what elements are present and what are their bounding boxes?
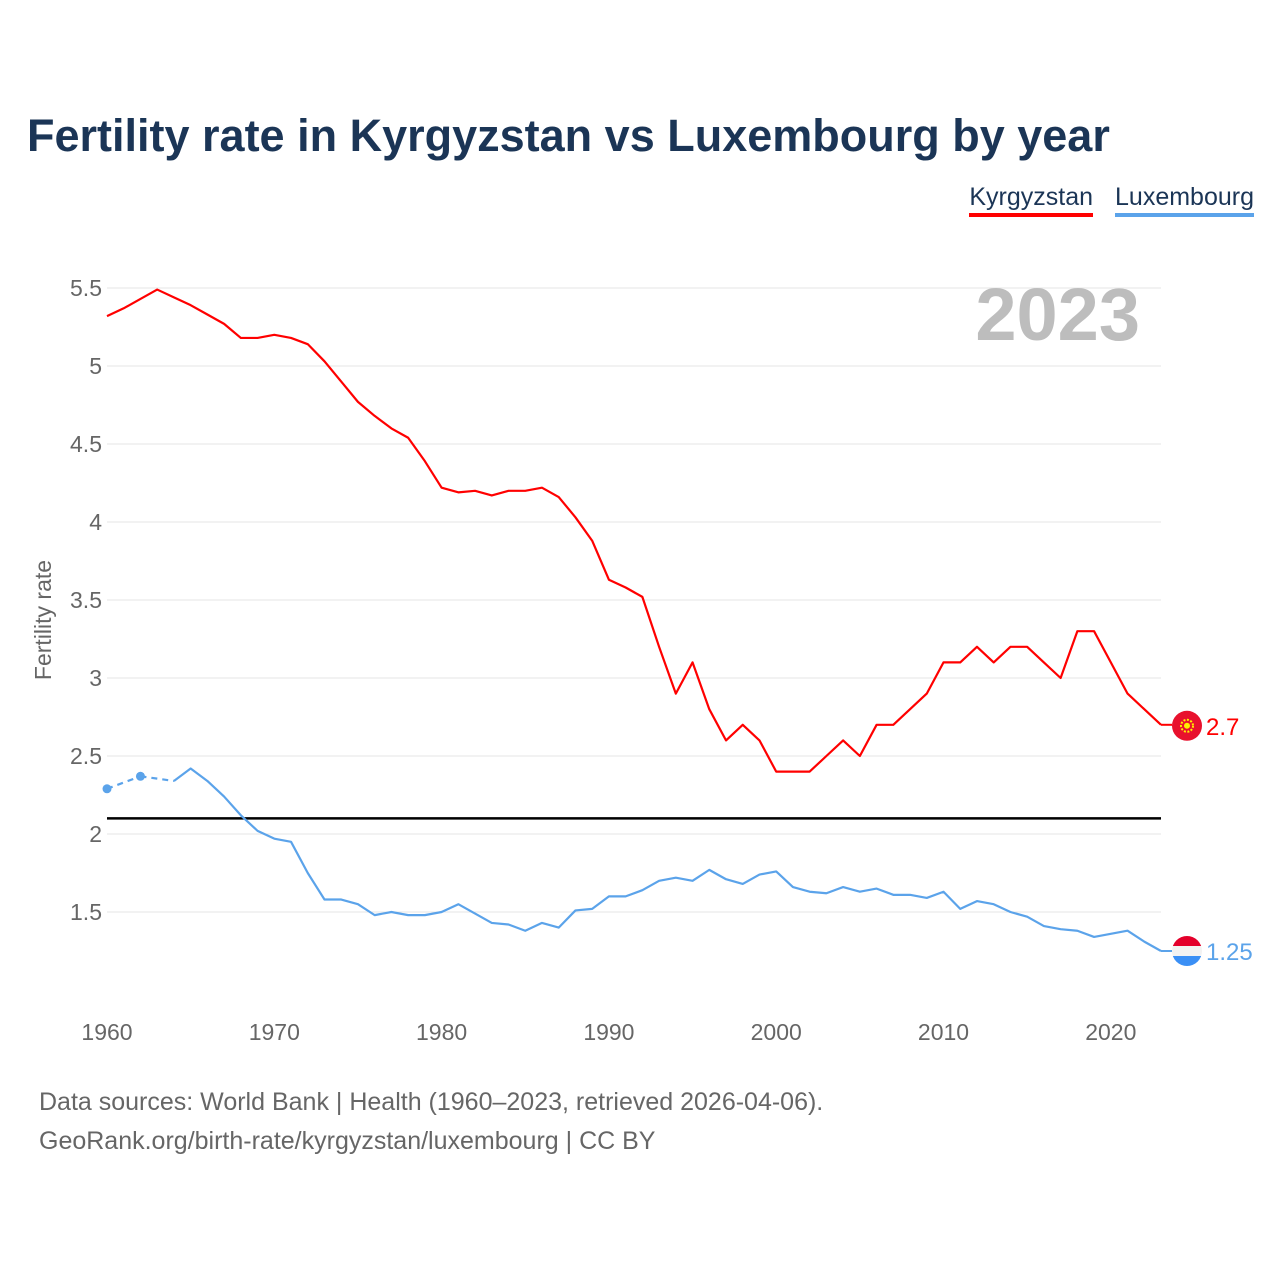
- y-tick-label: 5.5: [70, 275, 102, 301]
- y-tick-label: 4: [89, 509, 102, 535]
- x-tick-label: 2010: [918, 1019, 969, 1045]
- x-tick-label: 1980: [416, 1019, 467, 1045]
- x-tick-label: 2000: [751, 1019, 802, 1045]
- y-tick-label: 2: [89, 821, 102, 847]
- series-line-luxembourg: [173, 767, 1162, 952]
- legend-luxembourg[interactable]: Luxembourg: [1115, 183, 1254, 217]
- footer-url[interactable]: GeoRank.org/birth-rate/kyrgyzstan/luxemb…: [39, 1127, 656, 1155]
- flag-white: [1172, 946, 1202, 956]
- y-tick-label: 4.5: [70, 431, 102, 457]
- x-tick-label: 1960: [81, 1019, 132, 1045]
- kyrgyzstan-flag-icon: [1172, 710, 1202, 741]
- data-point: [135, 771, 145, 781]
- series-gap-luxembourg: [106, 775, 141, 790]
- flag-sun-center: [1184, 722, 1190, 729]
- footer-source: Data sources: World Bank | Health (1960–…: [39, 1088, 824, 1116]
- end-value-label: 1.25: [1206, 939, 1253, 966]
- y-tick-label: 2.5: [70, 743, 102, 769]
- x-tick-label: 1970: [249, 1019, 300, 1045]
- legend-kyrgyzstan[interactable]: Kyrgyzstan: [969, 183, 1094, 217]
- luxembourg-flag-icon: [1172, 936, 1202, 966]
- series-line-kyrgyzstan: [106, 288, 1162, 773]
- year-watermark: 2023: [975, 273, 1140, 356]
- series-gap-luxembourg: [140, 775, 175, 783]
- y-tick-label: 1.5: [70, 899, 102, 925]
- x-tick-label: 1990: [583, 1019, 634, 1045]
- chart-title: Fertility rate in Kyrgyzstan vs Luxembou…: [27, 110, 1110, 161]
- flag-red: [1172, 936, 1202, 946]
- flag-blue: [1172, 956, 1202, 966]
- y-axis-label: Fertility rate: [30, 560, 56, 680]
- legend: Kyrgyzstan Luxembourg: [969, 183, 1254, 217]
- data-point: [102, 784, 112, 794]
- flag-sun: [1180, 718, 1194, 733]
- end-value-label: 2.7: [1206, 714, 1239, 741]
- y-tick-label: 3: [89, 665, 102, 691]
- x-tick-label: 2020: [1085, 1019, 1136, 1045]
- y-tick-label: 5: [89, 353, 102, 379]
- y-tick-label: 3.5: [70, 587, 102, 613]
